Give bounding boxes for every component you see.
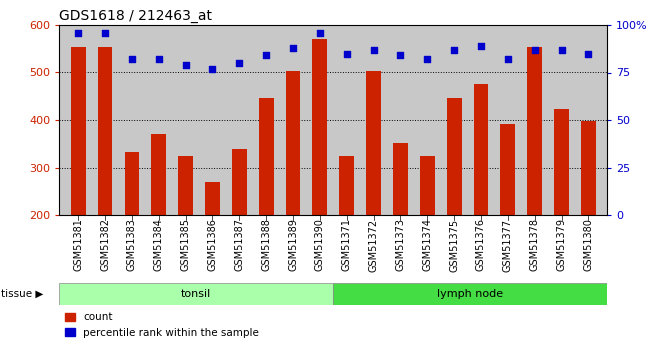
Text: GSM51390: GSM51390 [315, 218, 325, 271]
Text: GSM51377: GSM51377 [503, 218, 513, 272]
Legend: count, percentile rank within the sample: count, percentile rank within the sample [65, 312, 259, 338]
Text: GSM51382: GSM51382 [100, 218, 110, 272]
Bar [259, 98, 273, 215]
Text: GSM51373: GSM51373 [395, 218, 405, 272]
Text: GSM51388: GSM51388 [261, 218, 271, 271]
Text: GSM51375: GSM51375 [449, 218, 459, 272]
Point [449, 47, 459, 52]
Point [288, 45, 298, 51]
Bar [312, 39, 327, 215]
Point [180, 62, 191, 68]
Point [368, 47, 379, 52]
Text: GSM51374: GSM51374 [422, 218, 432, 272]
Bar [581, 121, 596, 215]
Point [261, 53, 271, 58]
Bar [333, 283, 607, 305]
Point [556, 47, 567, 52]
Text: GSM51378: GSM51378 [530, 218, 540, 272]
Point [583, 51, 594, 56]
Bar [474, 85, 488, 215]
Bar [71, 47, 86, 215]
Point [100, 30, 110, 35]
Point [73, 30, 83, 35]
Text: GSM51386: GSM51386 [207, 218, 217, 271]
Bar [286, 71, 300, 215]
Bar [420, 156, 435, 215]
Bar [447, 98, 461, 215]
Bar [151, 134, 166, 215]
Point [476, 43, 486, 49]
Text: GSM51383: GSM51383 [127, 218, 137, 271]
Bar [339, 156, 354, 215]
Text: tissue ▶: tissue ▶ [1, 289, 44, 299]
Point [422, 57, 432, 62]
Point [127, 57, 137, 62]
Text: GSM51376: GSM51376 [476, 218, 486, 272]
Point [395, 53, 406, 58]
Point [529, 47, 540, 52]
Text: GSM51389: GSM51389 [288, 218, 298, 271]
Point [315, 30, 325, 35]
Text: GDS1618 / 212463_at: GDS1618 / 212463_at [59, 9, 213, 23]
Bar [366, 71, 381, 215]
Bar [59, 283, 333, 305]
Bar [554, 109, 569, 215]
Bar [232, 149, 247, 215]
Bar [205, 182, 220, 215]
Text: GSM51381: GSM51381 [73, 218, 83, 271]
Bar [393, 143, 408, 215]
Text: GSM51372: GSM51372 [368, 218, 379, 272]
Text: tonsil: tonsil [182, 289, 211, 299]
Bar [500, 124, 515, 215]
Point [341, 51, 352, 56]
Text: GSM51380: GSM51380 [583, 218, 593, 271]
Text: GSM51384: GSM51384 [154, 218, 164, 271]
Bar [125, 152, 139, 215]
Text: GSM51387: GSM51387 [234, 218, 244, 272]
Point [234, 60, 245, 66]
Text: GSM51371: GSM51371 [342, 218, 352, 272]
Point [154, 57, 164, 62]
Bar [527, 47, 542, 215]
Point [502, 57, 513, 62]
Text: GSM51379: GSM51379 [556, 218, 566, 272]
Bar [178, 156, 193, 215]
Text: lymph node: lymph node [437, 289, 504, 299]
Point [207, 66, 218, 71]
Bar [98, 47, 112, 215]
Text: GSM51385: GSM51385 [181, 218, 191, 272]
